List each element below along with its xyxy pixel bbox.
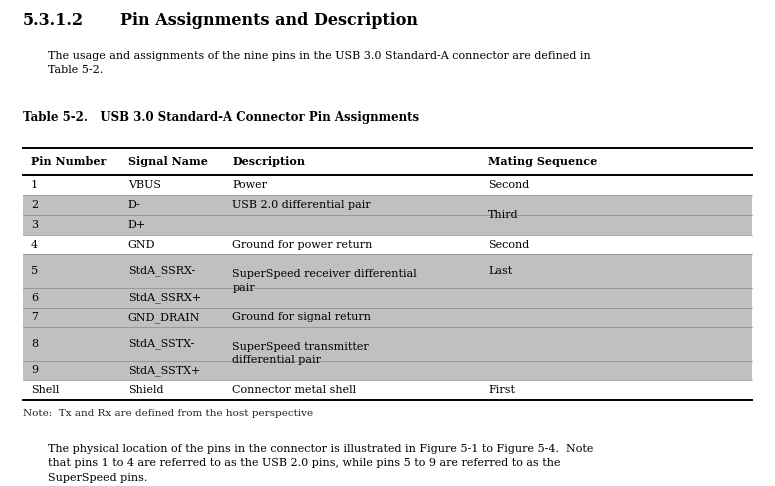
Text: 8: 8 <box>31 339 38 349</box>
Bar <box>480 175 752 195</box>
Text: GND: GND <box>128 240 155 250</box>
Text: 9: 9 <box>31 365 38 376</box>
Bar <box>480 195 752 235</box>
Text: 2: 2 <box>31 200 38 210</box>
Bar <box>480 308 752 328</box>
Bar <box>23 255 480 288</box>
Text: SuperSpeed transmitter
differential pair: SuperSpeed transmitter differential pair <box>232 342 369 365</box>
Bar <box>480 195 752 215</box>
Text: Last: Last <box>488 266 512 276</box>
Text: Description: Description <box>232 156 305 167</box>
Bar <box>23 195 480 215</box>
Bar <box>480 361 752 381</box>
Bar <box>23 328 480 361</box>
Text: 5: 5 <box>31 266 38 276</box>
Text: Power: Power <box>232 180 267 190</box>
Text: D-: D- <box>128 200 141 210</box>
Text: Ground for power return: Ground for power return <box>232 240 373 250</box>
Bar <box>480 255 752 288</box>
Bar <box>23 288 480 308</box>
Text: 6: 6 <box>31 293 38 303</box>
Text: 7: 7 <box>31 312 38 322</box>
Text: StdA_SSTX-: StdA_SSTX- <box>128 339 195 349</box>
Text: Shell: Shell <box>31 385 60 395</box>
Text: 3: 3 <box>31 220 38 230</box>
Text: D+: D+ <box>128 220 146 230</box>
Text: Mating Sequence: Mating Sequence <box>488 156 598 167</box>
Bar <box>480 328 752 361</box>
Text: 4: 4 <box>31 240 38 250</box>
Text: VBUS: VBUS <box>128 180 161 190</box>
Text: Pin Assignments and Description: Pin Assignments and Description <box>120 12 418 29</box>
Bar <box>480 215 752 235</box>
Bar <box>23 215 480 235</box>
Bar <box>23 148 752 175</box>
Text: First: First <box>488 385 515 395</box>
Text: USB 2.0 differential pair: USB 2.0 differential pair <box>232 200 371 210</box>
Text: Pin Number: Pin Number <box>31 156 106 167</box>
Text: Signal Name: Signal Name <box>128 156 208 167</box>
Bar <box>23 308 480 328</box>
Bar <box>480 235 752 255</box>
Text: 1: 1 <box>31 180 38 190</box>
Text: Shield: Shield <box>128 385 164 395</box>
Bar <box>23 361 480 381</box>
Text: Connector metal shell: Connector metal shell <box>232 385 356 395</box>
Text: The physical location of the pins in the connector is illustrated in Figure 5-1 : The physical location of the pins in the… <box>48 444 594 483</box>
Text: Third: Third <box>488 210 519 220</box>
Bar <box>23 235 480 255</box>
Text: Ground for signal return: Ground for signal return <box>232 312 371 322</box>
Text: StdA_SSRX+: StdA_SSRX+ <box>128 292 202 303</box>
Text: Note:  Tx and Rx are defined from the host perspective: Note: Tx and Rx are defined from the hos… <box>23 409 313 418</box>
Text: SuperSpeed receiver differential
pair: SuperSpeed receiver differential pair <box>232 269 417 293</box>
Text: Table 5-2.   USB 3.0 Standard-A Connector Pin Assignments: Table 5-2. USB 3.0 Standard-A Connector … <box>23 111 419 123</box>
Text: 5.3.1.2: 5.3.1.2 <box>23 12 84 29</box>
Text: GND_DRAIN: GND_DRAIN <box>128 312 201 323</box>
Text: Second: Second <box>488 180 529 190</box>
Text: StdA_SSTX+: StdA_SSTX+ <box>128 365 200 376</box>
Text: Second: Second <box>488 240 529 250</box>
Bar <box>480 381 752 400</box>
Text: StdA_SSRX-: StdA_SSRX- <box>128 266 195 277</box>
Bar <box>23 175 480 195</box>
Bar <box>480 288 752 308</box>
Bar <box>23 381 480 400</box>
Text: The usage and assignments of the nine pins in the USB 3.0 Standard-A connector a: The usage and assignments of the nine pi… <box>48 51 591 75</box>
